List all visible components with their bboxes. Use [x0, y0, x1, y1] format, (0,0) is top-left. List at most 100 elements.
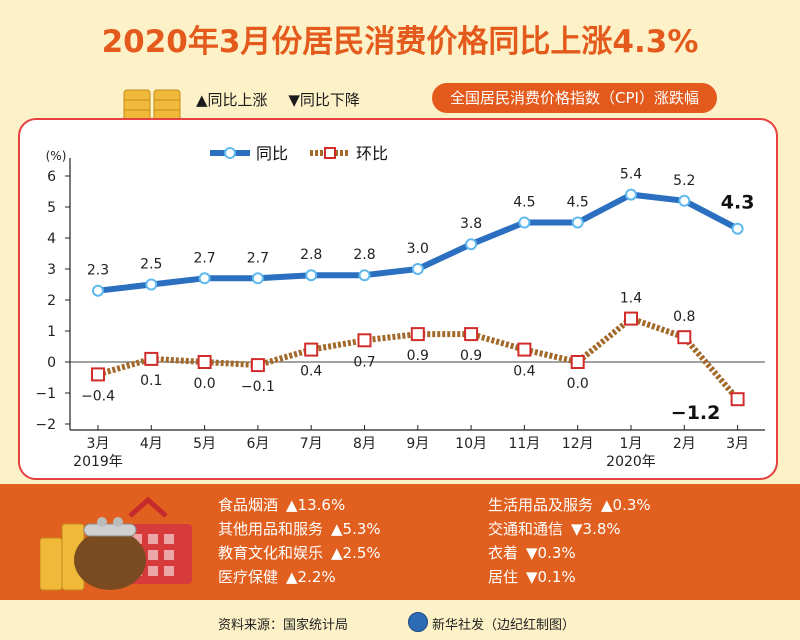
category-value: ▼0.3%	[526, 544, 576, 562]
legend-label-yoy: 同比	[256, 144, 288, 163]
yoy-point	[198, 272, 211, 285]
yoy-data-label: 5.4	[620, 167, 642, 183]
mom-point	[464, 327, 479, 342]
mom-point	[570, 355, 585, 369]
source-text: 资料来源：国家统计局	[218, 618, 349, 633]
x-tick-label: 3月	[726, 436, 749, 452]
mom-point	[357, 333, 372, 348]
category-label: 其他用品和服务	[218, 520, 324, 538]
y-tick-label: −1	[35, 386, 56, 402]
year-label: 2019年	[73, 454, 123, 470]
yoy-point	[625, 188, 637, 201]
x-tick-label: 8月	[353, 436, 376, 452]
yoy-data-label: 2.8	[300, 247, 322, 263]
chart-panel: (%) 6 5 4 3 2 1 0 −1 −2 3月 4月 5月 6月 7月 8月 9月 10月 11月 12月 1月 2…	[18, 118, 778, 480]
cpi-line-chart: (%) 6 5 4 3 2 1 0 −1 −2 3月 4月 5月 6月 7月 8月 9月 10月 11月 12月 1月 2…	[35, 144, 765, 470]
category-label: 衣着	[488, 544, 519, 562]
category-item: 其他用品和服务 ▲5.3%	[218, 518, 381, 539]
mom-point	[730, 392, 745, 407]
y-tick-label: 0	[47, 355, 56, 371]
y-tick-label: 1	[47, 324, 56, 340]
mom-data-label: 0.7	[353, 354, 375, 370]
shopping-basket-icon	[40, 496, 192, 591]
yoy-data-label: 4.5	[567, 195, 589, 211]
x-tick-label: 7月	[300, 436, 323, 452]
category-item: 教育文化和娱乐 ▲2.5%	[218, 542, 381, 563]
category-label: 生活用品及服务	[488, 496, 594, 514]
category-value: ▼0.1%	[526, 568, 576, 586]
footer: 资料来源：国家统计局 新华社发（边纪红制图）	[0, 604, 800, 640]
yoy-data-label: 2.7	[247, 250, 269, 266]
page-title: 2020年3月份居民消费价格同比上涨4.3%	[101, 24, 699, 60]
x-tick-label: 1月	[620, 436, 643, 452]
y-tick-label: 6	[47, 169, 56, 185]
yoy-data-label: 2.8	[353, 247, 375, 263]
category-item: 医疗保健 ▲2.2%	[218, 566, 336, 587]
legend-marker-yoy	[224, 147, 236, 159]
cpi-badge: 全国居民消费价格指数（CPI）涨跌幅	[432, 83, 717, 113]
mom-point	[304, 342, 319, 357]
yoy-data-label: 5.2	[673, 173, 695, 189]
mom-data-label: 0.4	[513, 364, 535, 380]
mom-data-label: 1.4	[620, 291, 642, 307]
yoy-point	[251, 272, 264, 285]
legend-marker-mom	[324, 147, 336, 159]
category-label: 医疗保健	[218, 568, 279, 586]
credit-text: 新华社发（边纪红制图）	[432, 618, 576, 633]
mom-data-label: −0.1	[241, 379, 275, 395]
yoy-point	[465, 238, 478, 251]
x-tick-label: 2月	[673, 436, 696, 452]
trend-legend: ▲同比上涨 ▼同比下降	[196, 89, 376, 110]
yoy-point	[145, 278, 158, 291]
xinhua-logo-icon	[408, 612, 428, 632]
mom-data-label: −1.2	[671, 402, 721, 424]
category-label: 教育文化和娱乐	[218, 544, 324, 562]
category-value: ▼3.8%	[571, 520, 621, 538]
x-tick-label: 12月	[562, 436, 594, 452]
yoy-point	[518, 216, 531, 229]
mom-data-label: 0.0	[567, 376, 589, 392]
yoy-point	[305, 269, 318, 282]
category-item: 居住 ▼0.1%	[488, 566, 576, 587]
mom-data-label: −0.4	[81, 388, 115, 404]
y-tick-label: 2	[47, 293, 56, 309]
yoy-point	[92, 284, 104, 297]
x-tick-label: 5月	[193, 436, 216, 452]
category-value: ▲2.2%	[286, 568, 336, 586]
mom-point	[197, 355, 212, 369]
category-value: ▲13.6%	[286, 496, 346, 514]
x-tick-label: 3月	[87, 436, 110, 452]
year-label: 2020年	[606, 454, 656, 470]
mom-point	[91, 367, 105, 382]
y-tick-label: 5	[47, 200, 56, 216]
yoy-data-label: 4.3	[721, 192, 755, 214]
category-item: 生活用品及服务 ▲0.3%	[488, 494, 651, 515]
x-tick-label: 9月	[406, 436, 429, 452]
category-item: 食品烟酒 ▲13.6%	[218, 494, 345, 515]
category-value: ▲0.3%	[601, 496, 651, 514]
y-tick-label: 4	[47, 231, 56, 247]
category-item: 衣着 ▼0.3%	[488, 542, 576, 563]
mom-data-label: 0.9	[460, 348, 482, 364]
mom-point	[410, 327, 425, 342]
category-value: ▲5.3%	[331, 520, 381, 538]
x-tick-label: 11月	[508, 436, 540, 452]
legend-label-mom: 环比	[356, 144, 388, 163]
down-legend-label: ▼同比下降	[288, 91, 360, 109]
yoy-point	[358, 269, 371, 282]
y-unit-label: (%)	[46, 149, 67, 163]
mom-data-label: 0.9	[407, 348, 429, 364]
yoy-point	[678, 194, 691, 207]
mom-point	[144, 351, 159, 366]
yoy-point	[411, 263, 424, 275]
mom-point	[250, 358, 265, 373]
category-label: 食品烟酒	[218, 496, 279, 514]
y-tick-label: −2	[35, 417, 56, 433]
yoy-point	[731, 222, 744, 235]
x-tick-label: 10月	[455, 436, 487, 452]
yoy-data-label: 2.5	[140, 257, 162, 273]
yoy-point	[571, 216, 584, 229]
mom-point	[517, 342, 532, 357]
category-value: ▲2.5%	[331, 544, 381, 562]
category-label: 居住	[488, 568, 519, 586]
